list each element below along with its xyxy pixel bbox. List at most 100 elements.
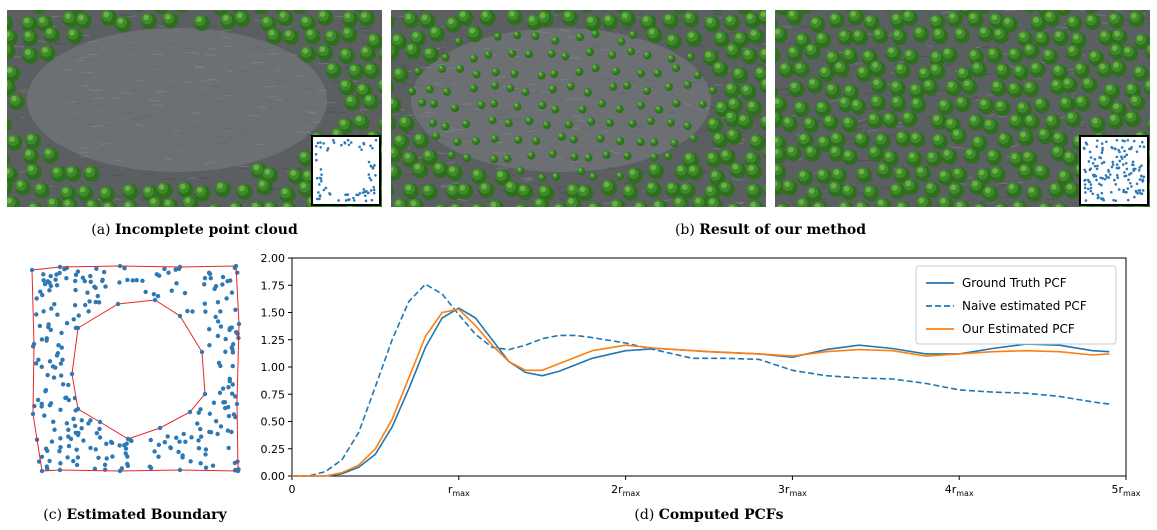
tree <box>378 117 382 132</box>
tree <box>829 132 846 149</box>
tree <box>393 198 410 207</box>
tree <box>22 30 39 47</box>
pcf-chart-svg: 0.00 0.25 0.50 0.75 1.00 1.25 1.50 1.75 2.00 0 rma… <box>261 252 1141 498</box>
inset-point <box>319 179 323 183</box>
inset-point <box>372 188 376 192</box>
tree <box>786 45 803 62</box>
tree <box>60 186 77 203</box>
tree <box>1026 185 1043 202</box>
tree <box>977 10 991 14</box>
inset-point <box>1124 174 1128 178</box>
tree <box>441 122 450 131</box>
tree <box>339 79 356 96</box>
inset-point <box>369 189 373 192</box>
inset-point <box>1114 182 1118 186</box>
sample-point <box>39 364 44 370</box>
boundary-vertex <box>125 436 131 442</box>
tree <box>1081 77 1098 94</box>
tree <box>1065 111 1082 128</box>
tree <box>471 168 488 185</box>
tree <box>704 184 721 201</box>
tree <box>577 167 586 176</box>
tree <box>50 166 67 183</box>
tree <box>831 167 848 184</box>
tree <box>727 97 744 114</box>
pcf-chart: 0.00 0.25 0.50 0.75 1.00 1.25 1.50 1.75 2.00 0 rma… <box>248 250 1153 505</box>
tree <box>491 68 500 77</box>
tree <box>353 114 370 131</box>
inset-point <box>322 188 326 192</box>
tree <box>732 67 749 84</box>
sample-point <box>72 303 78 308</box>
tree <box>182 196 199 207</box>
sample-point <box>55 351 61 356</box>
inset-point <box>1103 177 1107 181</box>
inset-point <box>1101 197 1105 200</box>
tree <box>1044 114 1061 131</box>
terrain-render-a <box>7 10 382 207</box>
tree <box>7 196 21 207</box>
inset-point <box>319 141 322 144</box>
tree <box>775 47 781 63</box>
sample-point <box>39 404 44 409</box>
sample-point <box>162 439 167 445</box>
boundary-vertex <box>117 264 123 269</box>
tree <box>279 186 296 203</box>
sample-point <box>72 423 78 429</box>
sample-point <box>156 442 162 448</box>
inset-point <box>1138 145 1142 148</box>
tree <box>902 179 919 196</box>
tree <box>871 77 888 94</box>
sample-point <box>229 429 234 435</box>
sample-point <box>211 400 217 405</box>
inset-point <box>1100 151 1104 155</box>
tree <box>14 179 31 196</box>
tree <box>516 167 525 176</box>
inset-point <box>347 143 351 147</box>
inset-point <box>1083 179 1086 182</box>
sample-point <box>88 445 93 451</box>
inset-point <box>1107 170 1110 173</box>
inset-point <box>1126 138 1130 142</box>
tree <box>746 183 763 200</box>
inset-point <box>314 144 318 148</box>
tree <box>850 98 867 115</box>
inset-point <box>343 141 346 144</box>
tree <box>325 62 342 79</box>
tree <box>531 32 540 41</box>
tree <box>532 137 541 146</box>
sample-point <box>52 427 57 432</box>
inner-hole-boundary <box>71 299 206 440</box>
inset-point <box>1114 199 1118 202</box>
y-tick-label: 1.25 <box>261 334 286 347</box>
sample-point <box>49 306 54 311</box>
tree <box>788 81 805 98</box>
tree <box>1066 44 1083 61</box>
tree <box>1024 10 1037 13</box>
sample-point <box>165 434 170 439</box>
tree <box>462 154 471 163</box>
tree <box>778 62 795 79</box>
tree <box>25 133 42 150</box>
tree <box>7 153 10 166</box>
tree <box>353 10 364 13</box>
tree <box>533 197 550 207</box>
tree <box>565 196 582 207</box>
tree <box>929 14 946 31</box>
tree <box>616 172 625 181</box>
tree <box>412 162 429 179</box>
tree <box>1018 163 1035 180</box>
tree <box>689 134 698 143</box>
tree <box>978 26 995 43</box>
inset-point <box>1129 147 1133 151</box>
tree <box>288 168 305 185</box>
tree <box>969 179 986 196</box>
sample-point <box>51 419 56 424</box>
sample-point <box>212 286 217 292</box>
sample-point <box>51 375 57 380</box>
inset-point <box>1085 142 1089 146</box>
terrain-render-b <box>391 10 766 207</box>
tree <box>703 50 720 67</box>
sample-point <box>43 388 49 393</box>
tree <box>391 33 408 50</box>
